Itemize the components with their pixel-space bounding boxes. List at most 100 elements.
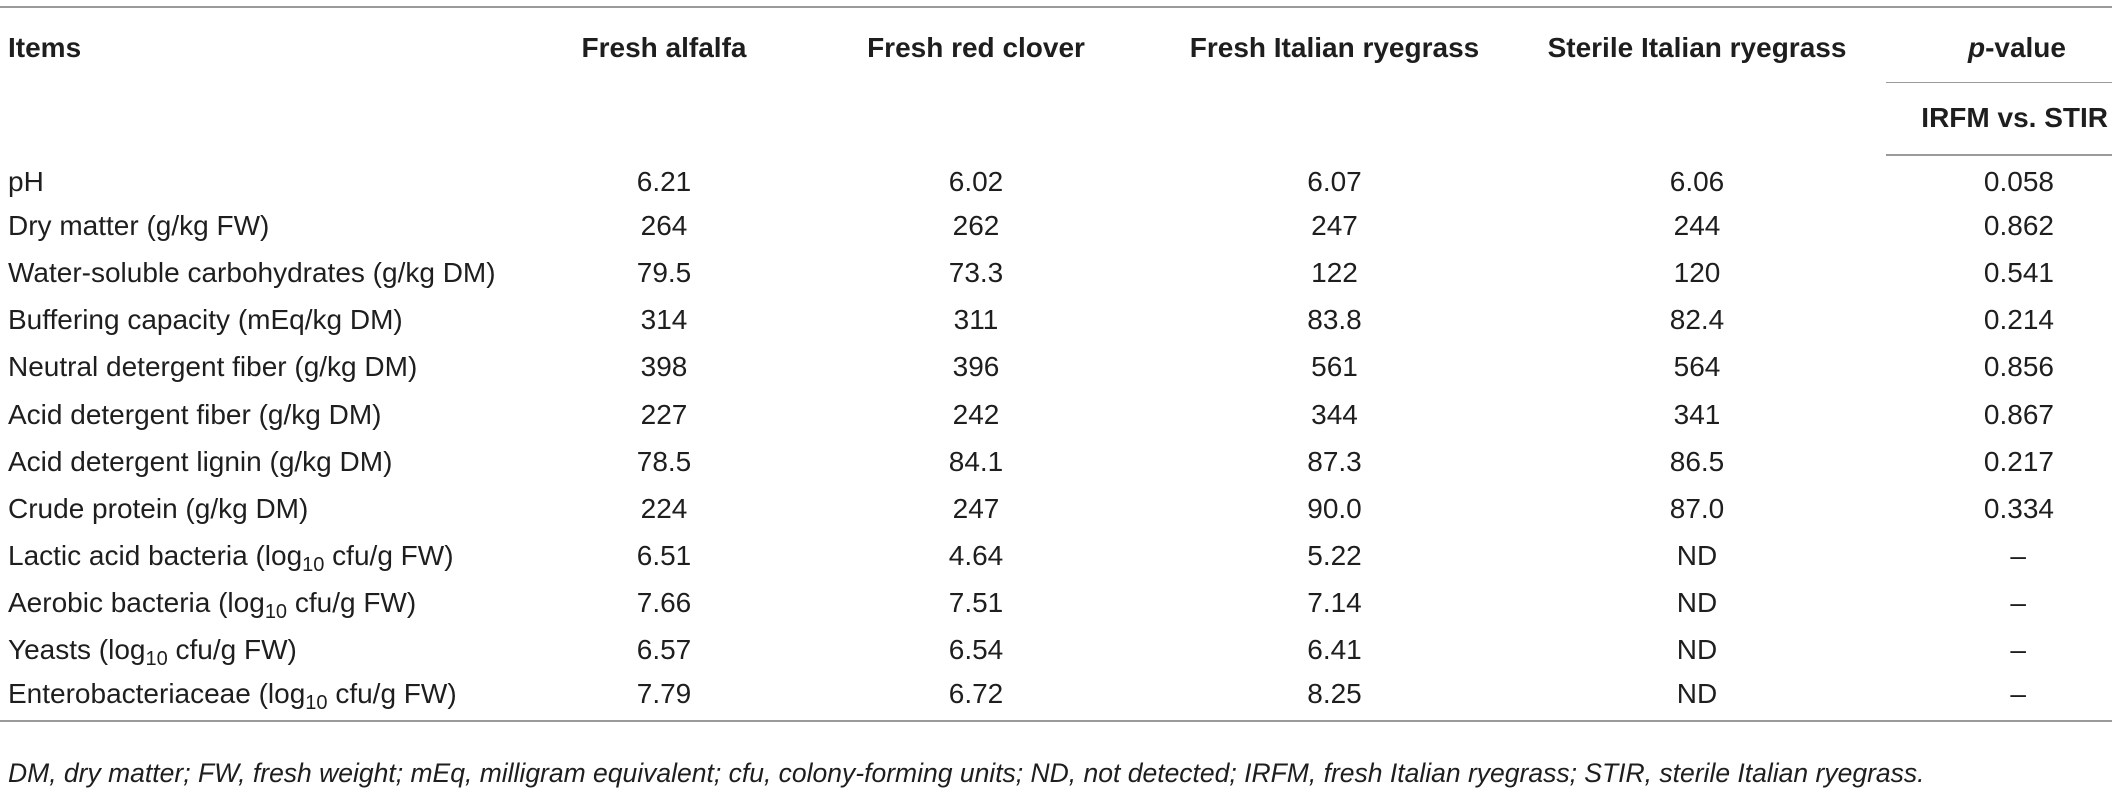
table-row: pH 6.21 6.02 6.07 6.06 0.058 <box>0 155 2112 202</box>
cell-fresh-alfalfa: 79.5 <box>636 256 692 288</box>
row-label-unit: cfu/g FW) <box>287 587 417 619</box>
cell-fresh-alfalfa: 314 <box>640 304 688 336</box>
header-row: Items Fresh alfalfa Fresh red clover Fre… <box>0 6 2112 155</box>
cell-fresh-red-clover: 6.72 <box>791 674 1161 723</box>
row-label-text: pH <box>8 165 44 197</box>
cell-fresh-red-clover: 311 <box>953 304 999 336</box>
header-fresh-italian-ryegrass: Fresh Italian ryegrass <box>1161 6 1508 155</box>
row-label-text: Dry matter (g/kg FW) <box>8 209 270 241</box>
table-row: Buffering capacity (mEq/kg DM) 314 311 83.8… <box>0 297 2112 344</box>
row-label-text: Crude protein (g/kg DM) <box>8 492 309 524</box>
cell-fresh-italian-ryegrass: 6.07 <box>1307 165 1362 197</box>
row-label-text: Acid detergent fiber (g/kg DM) <box>8 398 382 430</box>
row-label-text: Yeasts (log <box>8 634 146 666</box>
cell-fresh-red-clover: 6.54 <box>948 634 1004 666</box>
row-label-subscript: 10 <box>305 692 328 715</box>
cell-fresh-alfalfa: 6.21 <box>636 165 692 197</box>
header-p-value-italic: p <box>1967 32 1986 63</box>
table-row: Crude protein (g/kg DM) 224 247 90.0 87.0 0.3… <box>0 485 2112 532</box>
cell-sterile-italian-ryegrass: ND <box>1508 674 1886 723</box>
cell-sterile-italian-ryegrass: ND <box>1676 587 1718 619</box>
cell-fresh-red-clover: 4.64 <box>948 540 1004 572</box>
cell-fresh-red-clover: 7.51 <box>948 587 1004 619</box>
table-row: Aerobic bacteria (log10 cfu/g FW) 7.66 7.5… <box>0 580 2112 627</box>
cell-sterile-italian-ryegrass: 564 <box>1673 351 1721 383</box>
cell-fresh-italian-ryegrass: 5.22 <box>1307 540 1362 572</box>
table-footnote: DM, dry matter; FW, fresh weight; mEq, m… <box>8 758 1925 788</box>
row-label: Lactic acid bacteria (log10 cfu/g FW) <box>0 533 537 580</box>
cell-p-value: – <box>2010 540 2026 572</box>
cell-p-value: 0.856 <box>1983 351 2054 383</box>
cell-p-value: 0.334 <box>1983 492 2054 524</box>
row-label-unit: cfu/g FW) <box>167 634 297 666</box>
row-label: Dry matter (g/kg FW) <box>0 202 537 249</box>
header-p-value: p-value <box>1886 6 2112 82</box>
row-label: Aerobic bacteria (log10 cfu/g FW) <box>0 580 537 627</box>
cell-fresh-italian-ryegrass: 247 <box>1311 209 1358 241</box>
header-fresh-red-clover: Fresh red clover <box>791 6 1161 155</box>
header-p-value-suffix: -value <box>1985 32 2066 63</box>
row-label: Water-soluble carbohydrates (g/kg DM) <box>0 249 537 296</box>
row-label: Yeasts (log10 cfu/g FW) <box>0 627 537 674</box>
cell-p-value: 0.217 <box>1983 445 2054 477</box>
row-label-text: Lactic acid bacteria (log <box>8 540 303 572</box>
cell-fresh-alfalfa: 227 <box>640 398 688 430</box>
cell-fresh-italian-ryegrass: 561 <box>1311 351 1358 383</box>
cell-fresh-alfalfa: 398 <box>640 351 688 383</box>
cell-fresh-italian-ryegrass: 122 <box>1311 256 1358 288</box>
cell-sterile-italian-ryegrass: 6.06 <box>1669 165 1725 197</box>
row-label: Neutral detergent fiber (g/kg DM) <box>0 344 537 391</box>
cell-fresh-italian-ryegrass: 87.3 <box>1307 445 1362 477</box>
cell-p-value: – <box>1886 674 2112 723</box>
header-sterile-italian-ryegrass: Sterile Italian ryegrass <box>1508 6 1886 155</box>
cell-sterile-italian-ryegrass: 341 <box>1673 398 1721 430</box>
header-subrow: IRFM vs. STIR <box>0 81 2112 156</box>
cell-fresh-red-clover: 242 <box>952 398 1000 430</box>
row-label: Acid detergent lignin (g/kg DM) <box>0 438 537 485</box>
row-label-subscript: 10 <box>145 648 168 671</box>
row-label-text: Neutral detergent fiber (g/kg DM) <box>8 351 418 383</box>
table-row: Neutral detergent fiber (g/kg DM) 398 396 5… <box>0 344 2112 391</box>
row-label-unit: cfu/g FW) <box>324 540 454 572</box>
cell-p-value: – <box>2010 634 2026 666</box>
cell-fresh-italian-ryegrass: 8.25 <box>1161 674 1508 723</box>
cell-p-value: 0.214 <box>1983 304 2054 336</box>
row-label-subscript: 10 <box>302 554 325 577</box>
cell-fresh-red-clover: 247 <box>952 492 1000 524</box>
row-label-text: Aerobic bacteria (log <box>8 587 265 619</box>
table-row: Acid detergent fiber (g/kg DM) 227 242 344 3… <box>0 391 2112 438</box>
cell-fresh-alfalfa: 224 <box>640 492 688 524</box>
cell-sterile-italian-ryegrass: 120 <box>1673 256 1721 288</box>
cell-sterile-italian-ryegrass: ND <box>1676 634 1718 666</box>
cell-fresh-red-clover: 6.02 <box>948 165 1004 197</box>
cell-fresh-italian-ryegrass: 83.8 <box>1307 304 1362 336</box>
cell-fresh-red-clover: 84.1 <box>948 445 1004 477</box>
cell-sterile-italian-ryegrass: 82.4 <box>1669 304 1725 336</box>
header-items: Items <box>0 6 537 155</box>
cell-fresh-alfalfa: 264 <box>640 209 688 241</box>
row-label: Acid detergent fiber (g/kg DM) <box>0 391 537 438</box>
row-label: pH <box>0 155 537 202</box>
cell-fresh-italian-ryegrass: 90.0 <box>1307 492 1362 524</box>
cell-fresh-italian-ryegrass: 6.41 <box>1307 634 1362 666</box>
cell-sterile-italian-ryegrass: 244 <box>1673 209 1721 241</box>
cell-fresh-alfalfa: 6.57 <box>636 634 692 666</box>
cell-sterile-italian-ryegrass: 86.5 <box>1669 445 1725 477</box>
row-label: Buffering capacity (mEq/kg DM) <box>0 297 537 344</box>
cell-fresh-italian-ryegrass: 344 <box>1311 398 1358 430</box>
row-label-text: Buffering capacity (mEq/kg DM) <box>8 304 403 336</box>
table-body: pH 6.21 6.02 6.07 6.06 0.058 Dry matter (g/kg … <box>0 155 2112 723</box>
table-row: Enterobacteriaceae (log10 cfu/g FW) 7.79 6… <box>0 674 2112 723</box>
row-label-unit: cfu/g FW) <box>327 678 457 710</box>
cell-fresh-alfalfa: 7.79 <box>537 674 791 723</box>
cell-fresh-alfalfa: 6.51 <box>636 540 692 572</box>
row-label-text: Water-soluble carbohydrates (g/kg DM) <box>8 256 496 288</box>
table-row: Acid detergent lignin (g/kg DM) 78.5 84.1 8… <box>0 438 2112 485</box>
table-row: Lactic acid bacteria (log10 cfu/g FW) 6.5… <box>0 533 2112 580</box>
header-comparison: IRFM vs. STIR <box>1886 81 2112 156</box>
cell-sterile-italian-ryegrass: 87.0 <box>1669 492 1725 524</box>
cell-p-value: 0.058 <box>1983 166 2054 198</box>
cell-fresh-alfalfa: 78.5 <box>636 445 692 477</box>
cell-fresh-italian-ryegrass: 7.14 <box>1307 587 1362 619</box>
